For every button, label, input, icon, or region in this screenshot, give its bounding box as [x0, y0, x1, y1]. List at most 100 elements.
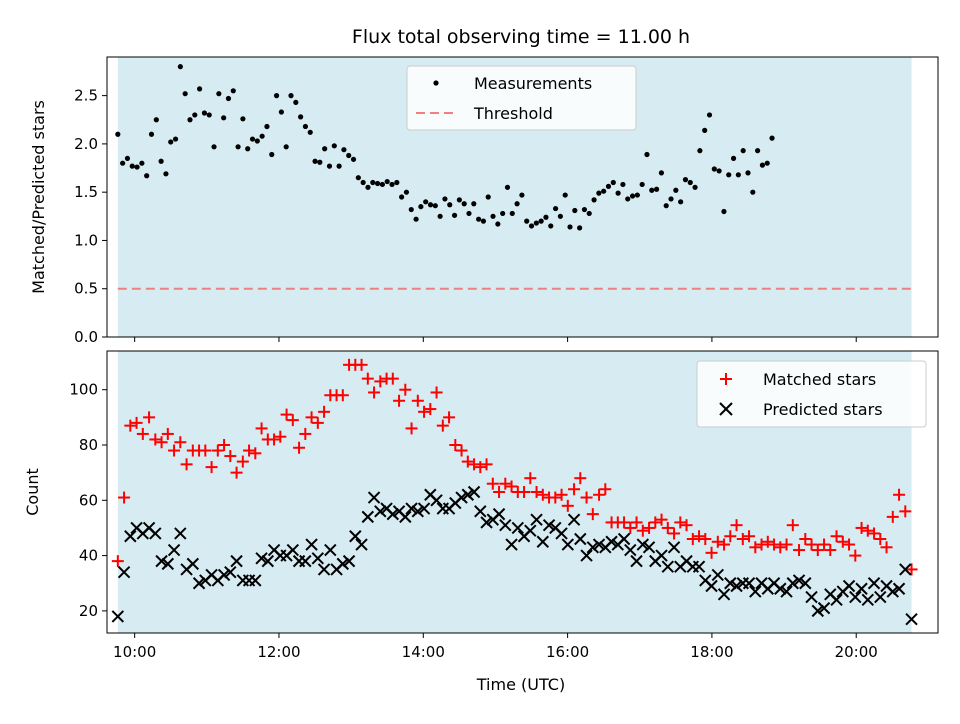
measurement-point	[620, 181, 626, 188]
measurement-point	[293, 99, 299, 105]
measurement-point	[177, 64, 183, 70]
matched-star-marker	[399, 383, 412, 396]
measurement-point	[538, 218, 544, 224]
predicted-star-marker	[305, 538, 318, 551]
matched-star-marker	[393, 394, 406, 407]
measurement-point	[192, 112, 198, 118]
measurement-point	[456, 197, 462, 203]
measurement-point	[206, 112, 212, 118]
measurements-legend-label: Measurements	[474, 74, 592, 93]
measurement-point	[264, 123, 270, 130]
matched-star-marker	[536, 488, 549, 501]
measurement-point	[442, 196, 448, 202]
matched-star-marker	[768, 538, 781, 551]
matched-star-marker	[786, 519, 799, 532]
predicted-star-marker	[399, 510, 412, 524]
predicted-stars-points	[111, 485, 918, 626]
measurement-point	[322, 146, 328, 152]
measurement-point	[278, 109, 284, 115]
matched-star-marker	[855, 521, 868, 534]
matched-star-marker	[411, 394, 424, 407]
measurement-point	[562, 192, 568, 198]
y-tick-label: 0.0	[74, 328, 98, 346]
matched-star-marker	[368, 386, 381, 399]
measurement-point	[750, 189, 756, 195]
predicted-star-marker	[111, 610, 125, 623]
predicted-star-marker	[567, 513, 581, 526]
predicted-star-marker	[186, 557, 200, 571]
matched-star-marker	[880, 541, 893, 554]
measurement-point	[197, 86, 203, 92]
matched-star-marker	[736, 533, 749, 545]
predicted-star-marker	[224, 565, 237, 579]
predicted-star-marker	[217, 568, 231, 582]
ratio-legend: Measurements Threshold	[406, 65, 637, 131]
measurement-point	[144, 173, 150, 179]
matched-star-marker	[549, 491, 562, 504]
ratio-y-label: Matched/Predicted stars	[29, 100, 48, 294]
matched-star-marker	[730, 519, 743, 532]
measurement-point	[245, 146, 251, 152]
matched-star-marker	[230, 466, 243, 479]
matched-star-marker	[905, 563, 918, 576]
measurement-point	[500, 210, 506, 217]
predicted-star-marker	[417, 502, 431, 515]
measurements-points	[115, 64, 775, 231]
measurement-point	[678, 199, 684, 205]
matched-star-marker	[824, 544, 837, 557]
measurement-point	[273, 93, 280, 99]
measurement-point	[480, 218, 487, 224]
ratio-x-ticks	[134, 337, 857, 342]
measurement-point	[471, 201, 477, 207]
matched-star-marker	[199, 444, 212, 457]
matched-star-marker	[424, 403, 437, 416]
matched-star-marker	[118, 491, 131, 504]
measurement-point	[625, 196, 631, 202]
matched-star-marker	[780, 538, 793, 551]
matched-star-marker	[180, 458, 193, 471]
predicted-star-marker	[749, 585, 762, 598]
measurement-point	[336, 163, 342, 169]
predicted-star-marker	[899, 563, 912, 576]
matched-star-marker	[724, 530, 737, 543]
measurement-point	[639, 181, 645, 188]
measurement-point	[139, 160, 145, 166]
predicted-star-marker	[286, 543, 300, 557]
predicted-star-marker	[374, 505, 387, 518]
predicted-star-marker	[405, 502, 418, 515]
measurement-point	[355, 175, 361, 181]
predicted-star-marker	[480, 516, 493, 529]
measurement-point	[658, 170, 665, 176]
matched-star-marker	[155, 436, 168, 449]
measurement-point	[235, 144, 241, 150]
measurement-point	[432, 203, 438, 209]
measurement-point	[379, 181, 385, 188]
predicted-star-marker	[367, 491, 381, 504]
predicted-star-marker	[617, 532, 631, 546]
matched-star-marker	[749, 541, 762, 554]
measurement-point	[158, 158, 164, 164]
measurement-point	[120, 160, 126, 166]
matched-star-marker	[418, 405, 431, 418]
measurement-point	[254, 138, 260, 144]
matched-star-marker	[711, 535, 724, 548]
measurement-point	[629, 193, 636, 199]
measurement-point	[764, 160, 770, 166]
measurement-point	[384, 178, 390, 185]
matched-star-marker	[518, 486, 531, 498]
matched-star-marker	[455, 444, 468, 457]
measurement-point	[408, 206, 414, 213]
predicted-star-marker	[542, 518, 556, 532]
measurements-legend-marker	[433, 80, 439, 86]
matched-legend-label: Matched stars	[763, 370, 876, 389]
predicted-star-marker	[430, 494, 443, 507]
y-tick-label: 100	[69, 381, 98, 399]
measurement-point	[302, 123, 309, 130]
measurement-point	[726, 172, 732, 178]
matched-star-marker	[761, 535, 774, 548]
measurement-point	[225, 95, 232, 102]
matched-star-marker	[318, 405, 331, 418]
predicted-star-marker	[830, 593, 843, 607]
measurement-point	[221, 115, 227, 121]
matched-star-marker	[299, 427, 312, 440]
